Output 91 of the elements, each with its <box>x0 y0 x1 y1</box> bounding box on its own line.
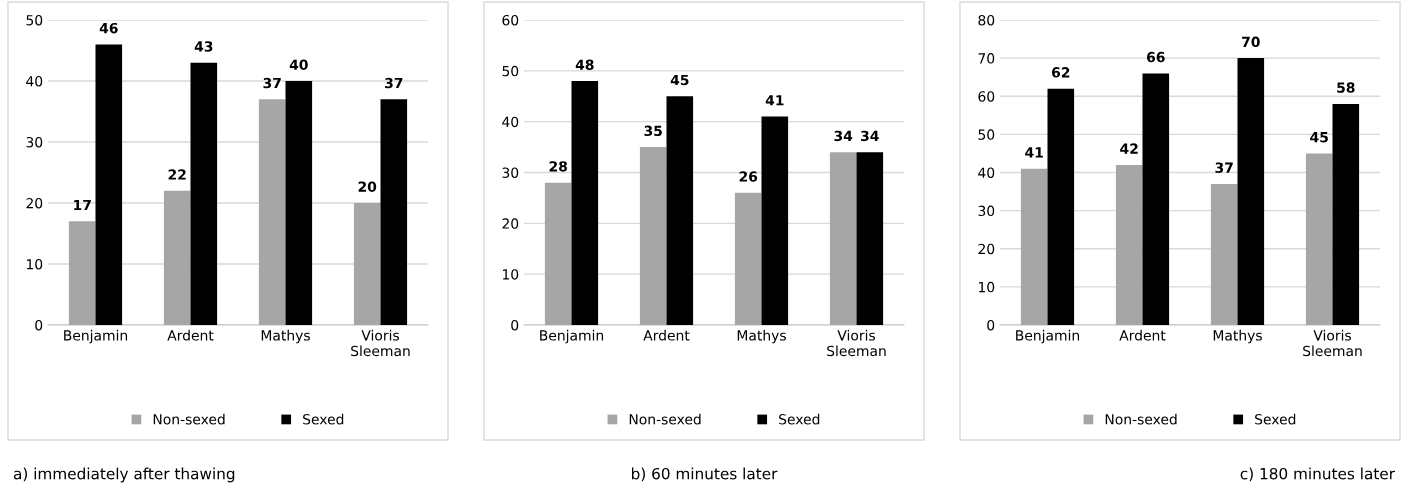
bar <box>1210 183 1238 325</box>
y-tick-label: 50 <box>26 14 43 26</box>
legend-label: Sexed <box>1255 413 1296 425</box>
bar <box>1305 153 1333 325</box>
legend-label: Non-sexed <box>153 413 225 425</box>
data-label: 42 <box>1120 143 1138 154</box>
x-tick-label: Mathys <box>1213 329 1262 344</box>
legend-label: Sexed <box>779 413 820 425</box>
x-tick-label: Vioris Sleeman <box>827 329 886 357</box>
y-tick-label: 80 <box>978 14 995 26</box>
data-label: 22 <box>168 169 186 180</box>
data-label: 20 <box>358 181 377 192</box>
bar <box>163 190 191 325</box>
data-label: 41 <box>765 95 784 106</box>
y-tick-label: 0 <box>511 319 519 331</box>
data-label: 41 <box>1025 147 1043 158</box>
text: b) 60 minutes later <box>632 467 778 482</box>
bar <box>258 99 286 325</box>
x-tick-label: Ardent <box>167 329 214 341</box>
y-tick-label: 20 <box>502 218 519 229</box>
bar <box>380 99 408 325</box>
data-label: 40 <box>289 59 308 70</box>
y-tick-label: 30 <box>26 136 43 148</box>
data-label: 26 <box>739 171 758 182</box>
x-tick-label: Mathys <box>737 329 786 344</box>
data-label: 37 <box>1215 162 1233 173</box>
bar <box>285 81 313 325</box>
legend-label: Non-sexed <box>1105 413 1177 425</box>
data-label: 28 <box>549 161 567 172</box>
x-tick-label: Benjamin <box>1016 329 1080 344</box>
bar <box>1020 168 1048 325</box>
text: a) immediately after thawing <box>13 467 235 483</box>
data-label: 17 <box>74 199 91 211</box>
bar <box>190 62 218 325</box>
bar <box>1237 58 1265 325</box>
data-label: 62 <box>1052 67 1070 78</box>
data-label: 48 <box>575 59 594 70</box>
x-tick-label: Benjamin <box>540 329 604 344</box>
y-tick-label: 10 <box>502 269 519 280</box>
bar <box>571 81 599 325</box>
y-tick-label: 30 <box>978 205 995 217</box>
data-label: 45 <box>1310 132 1328 143</box>
data-label: 46 <box>99 22 118 34</box>
x-tick-label: Mathys <box>261 329 310 344</box>
data-label: 37 <box>263 77 281 89</box>
y-tick-label: 70 <box>978 53 995 64</box>
y-tick-label: 60 <box>978 91 995 102</box>
y-tick-label: 30 <box>502 167 519 178</box>
y-tick-label: 40 <box>978 167 995 178</box>
bar <box>1047 88 1075 325</box>
text: c) 180 minutes later <box>1240 467 1395 482</box>
y-tick-label: 0 <box>987 319 995 331</box>
y-tick-label: 20 <box>26 197 43 209</box>
bar <box>856 152 884 325</box>
bar <box>761 116 789 325</box>
y-tick-label: 0 <box>35 319 43 331</box>
bar <box>666 96 694 325</box>
bar <box>1142 73 1170 325</box>
y-tick-label: 10 <box>26 258 43 270</box>
bar <box>829 152 857 325</box>
data-label: 58 <box>1337 82 1355 93</box>
data-label: 35 <box>644 125 662 137</box>
y-tick-label: 10 <box>978 281 995 293</box>
legend-label: Sexed <box>303 413 344 425</box>
x-tick-label: Ardent <box>1119 329 1166 341</box>
data-label: 70 <box>1242 36 1260 48</box>
y-tick-label: 40 <box>502 116 519 128</box>
legend-label: Non-sexed <box>629 413 701 425</box>
data-label: 34 <box>834 130 853 142</box>
data-label: 66 <box>1147 51 1165 63</box>
y-tick-label: 20 <box>978 243 995 255</box>
y-tick-label: 50 <box>502 65 519 77</box>
bar <box>1115 164 1143 325</box>
bar <box>1332 103 1360 325</box>
x-tick-label: Vioris Sleeman <box>351 329 410 357</box>
data-label: 45 <box>670 74 689 86</box>
x-tick-label: Ardent <box>643 329 690 341</box>
bar <box>68 221 96 325</box>
bar <box>639 147 667 325</box>
data-label: 34 <box>861 130 879 142</box>
bar <box>544 182 572 325</box>
data-label: 43 <box>194 41 213 52</box>
bar <box>95 44 123 325</box>
y-tick-label: 50 <box>978 129 995 140</box>
bar <box>734 192 762 325</box>
x-tick-label: Benjamin <box>64 329 128 344</box>
x-tick-label: Vioris Sleeman <box>1303 329 1362 357</box>
y-tick-label: 40 <box>26 75 43 87</box>
data-label: 37 <box>385 77 403 89</box>
bar <box>353 203 381 325</box>
y-tick-label: 60 <box>502 14 519 26</box>
